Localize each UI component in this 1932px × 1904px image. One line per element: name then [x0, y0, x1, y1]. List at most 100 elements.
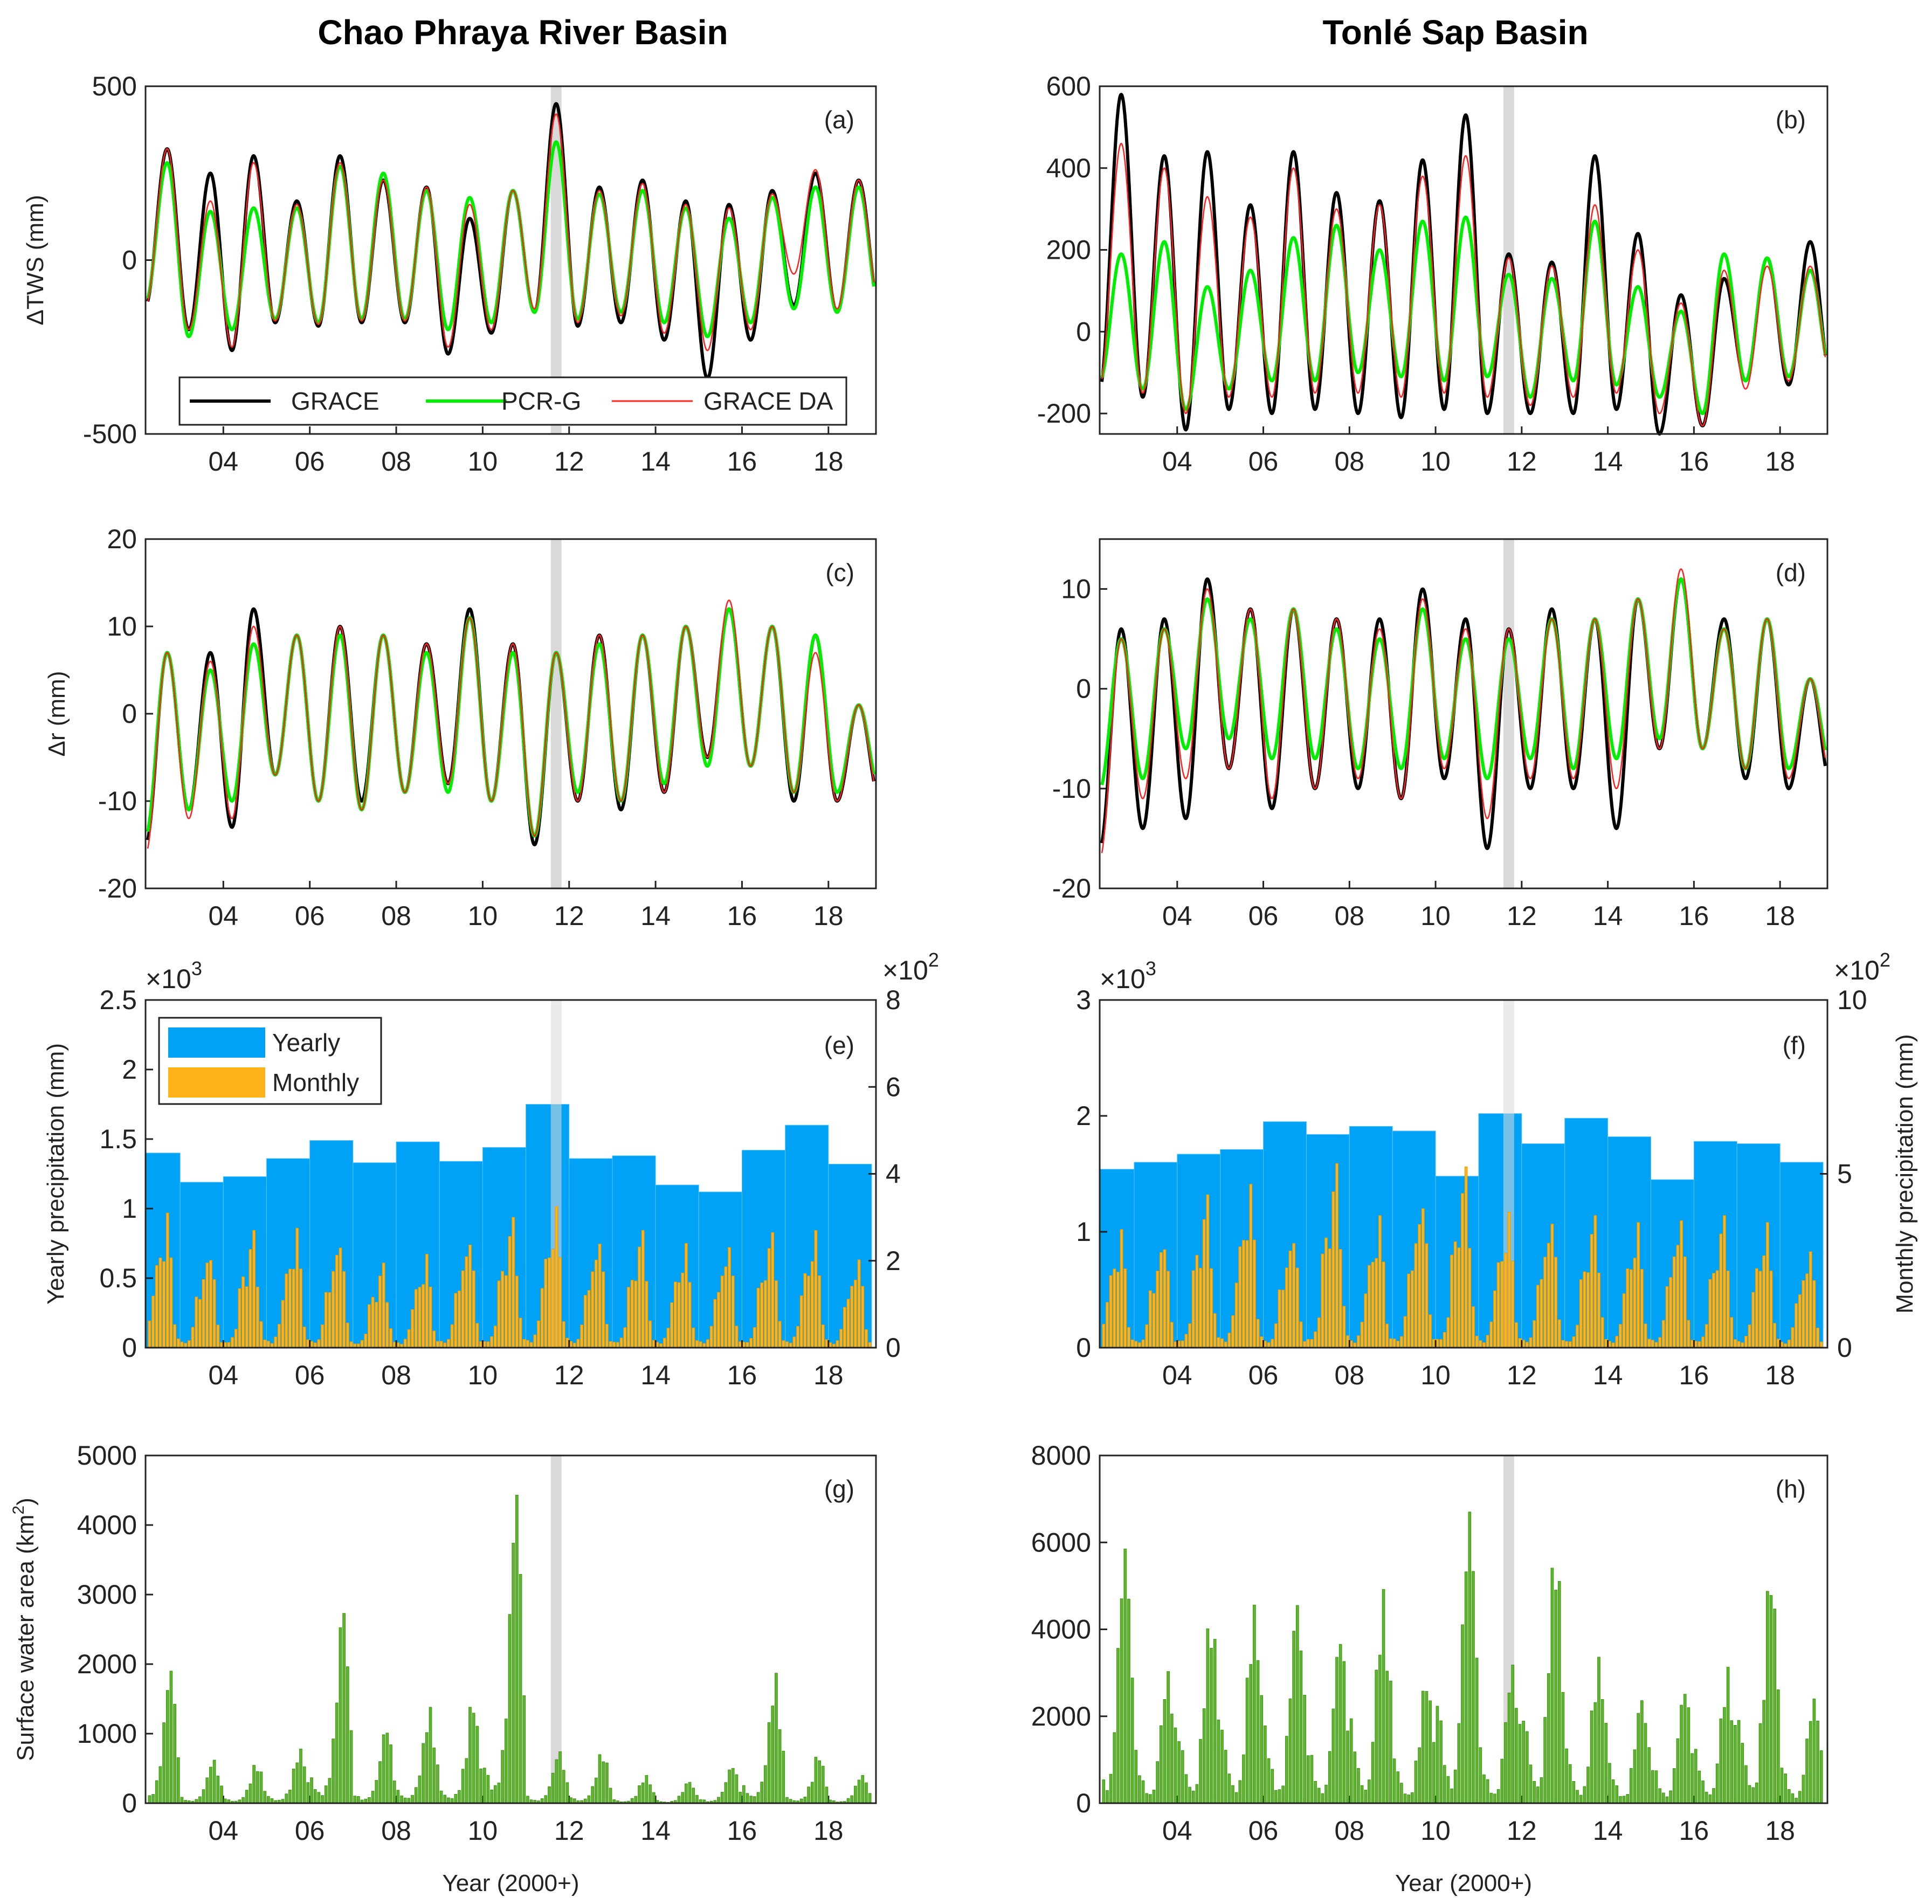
monthly-bar — [519, 1317, 522, 1348]
legend-label-graceda: GRACE DA — [703, 387, 833, 415]
surface-water-bar — [1238, 1780, 1242, 1804]
surface-water-bar — [1410, 1792, 1414, 1804]
x-tick-label: 12 — [554, 446, 584, 477]
series-line-pcr-g — [1100, 215, 1827, 415]
monthly-bar — [274, 1336, 278, 1348]
axes-frame — [1099, 85, 1828, 435]
surface-water-bar — [1418, 1747, 1421, 1804]
y2-tick-label: 2 — [886, 1246, 901, 1276]
surface-water-bar — [1712, 1788, 1715, 1804]
monthly-bar — [414, 1289, 418, 1348]
monthly-bar — [1170, 1322, 1174, 1348]
monthly-bar — [1561, 1340, 1565, 1348]
right-column-title: Tonlé Sap Basin — [1322, 13, 1588, 52]
y-multiplier-exponent: 3 — [191, 957, 202, 979]
surface-water-bar — [1102, 1779, 1106, 1804]
surface-water-bar — [1267, 1758, 1271, 1804]
x-axis-label: Year (2000+) — [442, 1870, 579, 1896]
surface-water-bar — [1784, 1773, 1787, 1804]
y-tick-label: 0 — [1076, 316, 1091, 347]
monthly-bar — [681, 1272, 685, 1348]
surface-water-bar — [1644, 1723, 1647, 1804]
monthly-bar — [1665, 1286, 1669, 1348]
monthly-bar — [1156, 1271, 1160, 1348]
surface-water-bar — [1748, 1785, 1751, 1804]
surface-water-bar — [418, 1775, 422, 1804]
monthly-bar — [1299, 1321, 1303, 1348]
monthly-bar — [825, 1339, 829, 1348]
surface-water-bar — [1152, 1789, 1156, 1804]
monthly-bar — [1256, 1319, 1260, 1348]
surface-water-bar — [169, 1671, 173, 1804]
monthly-bar — [1278, 1289, 1281, 1348]
x-axis-label: Year (2000+) — [1395, 1870, 1532, 1896]
yearly-bar — [1693, 1141, 1737, 1348]
x-tick-label: 10 — [1420, 1360, 1451, 1390]
surface-water-bar — [472, 1713, 475, 1804]
monthly-bar — [544, 1259, 548, 1348]
monthly-bar — [176, 1338, 180, 1348]
y-tick-label: 0 — [122, 1333, 137, 1363]
surface-water-bar — [1637, 1713, 1640, 1804]
monthly-bar — [1238, 1246, 1242, 1348]
surface-water-bar — [1134, 1750, 1138, 1804]
monthly-bar — [861, 1286, 865, 1348]
monthly-bar — [634, 1280, 638, 1348]
surface-water-bar — [548, 1786, 551, 1804]
surface-water-bar — [1579, 1795, 1583, 1804]
yearly-bar — [1134, 1162, 1178, 1348]
monthly-bar — [148, 1320, 151, 1348]
monthly-bar — [1766, 1222, 1769, 1348]
monthly-bar — [756, 1288, 760, 1348]
surface-water-bar — [198, 1796, 202, 1804]
monthly-bar — [602, 1271, 605, 1348]
x-tick-label: 16 — [727, 446, 757, 477]
monthly-bar — [609, 1341, 612, 1348]
monthly-bar — [731, 1275, 735, 1348]
x-tick-label: 10 — [468, 446, 498, 477]
monthly-bar — [1324, 1237, 1328, 1348]
monthly-bar — [382, 1263, 385, 1348]
x-tick-label: 14 — [640, 1360, 671, 1390]
monthly-bar — [1543, 1257, 1547, 1348]
surface-water-bar — [724, 1782, 728, 1804]
monthly-bar — [1195, 1254, 1199, 1348]
monthly-bar — [1227, 1333, 1231, 1348]
monthly-bar — [501, 1271, 504, 1348]
monthly-bar — [526, 1340, 529, 1348]
monthly-bar — [1453, 1241, 1457, 1348]
y2-tick-label: 5 — [1837, 1159, 1852, 1189]
y-tick-label: 2 — [122, 1054, 137, 1085]
monthly-bar — [1496, 1262, 1500, 1348]
yearly-bar — [223, 1176, 267, 1348]
monthly-bar — [1328, 1248, 1331, 1348]
monthly-bar — [335, 1254, 339, 1348]
panel-label-c: (c) — [825, 558, 854, 587]
surface-water-bar — [1479, 1747, 1482, 1804]
monthly-bar — [1130, 1339, 1134, 1348]
surface-water-bar — [209, 1767, 212, 1804]
surface-water-bar — [1633, 1749, 1637, 1804]
x-tick-label: 16 — [1679, 446, 1709, 477]
y2-multiplier-exponent: 2 — [1880, 949, 1890, 971]
surface-water-bar — [1281, 1785, 1285, 1804]
surface-water-bar — [1213, 1639, 1217, 1804]
surface-water-bar — [1561, 1692, 1565, 1804]
monthly-bar — [663, 1337, 666, 1348]
surface-water-bar — [414, 1787, 418, 1804]
surface-water-bar — [562, 1770, 565, 1804]
surface-water-bar — [1802, 1775, 1805, 1804]
monthly-bar — [479, 1341, 482, 1348]
monthly-bar — [1184, 1334, 1188, 1348]
surface-water-bar — [565, 1782, 569, 1804]
highlight-band-d — [1503, 539, 1514, 888]
y-multiplier-base: ×10 — [1100, 964, 1146, 994]
monthly-bar — [209, 1260, 212, 1348]
monthly-bar — [202, 1279, 205, 1348]
surface-water-bar — [1515, 1708, 1518, 1804]
surface-water-bar — [306, 1782, 310, 1804]
highlight-band-g — [550, 1455, 562, 1803]
monthly-bar — [385, 1302, 389, 1348]
monthly-bar — [792, 1336, 796, 1348]
surface-water-bar — [1249, 1664, 1253, 1804]
